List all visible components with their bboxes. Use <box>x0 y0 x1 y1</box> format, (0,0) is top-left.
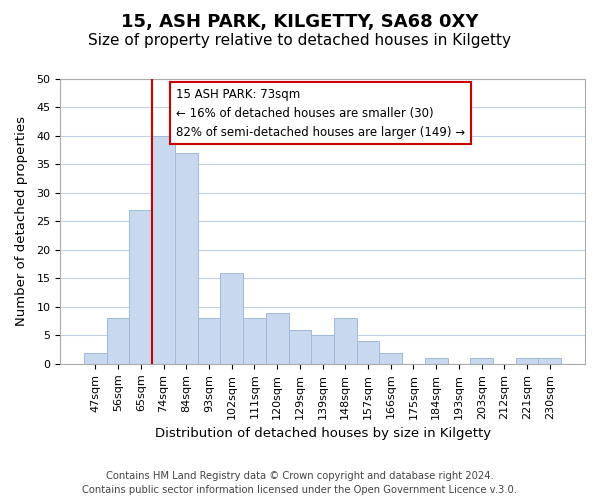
Bar <box>470 358 493 364</box>
Bar <box>334 318 356 364</box>
Text: Size of property relative to detached houses in Kilgetty: Size of property relative to detached ho… <box>89 32 511 48</box>
Bar <box>289 330 311 364</box>
Text: Contains HM Land Registry data © Crown copyright and database right 2024.
Contai: Contains HM Land Registry data © Crown c… <box>83 471 517 495</box>
Bar <box>311 336 334 364</box>
Bar <box>130 210 152 364</box>
Bar <box>243 318 266 364</box>
Bar <box>175 153 197 364</box>
Bar <box>266 312 289 364</box>
Text: 15, ASH PARK, KILGETTY, SA68 0XY: 15, ASH PARK, KILGETTY, SA68 0XY <box>121 12 479 30</box>
Bar <box>516 358 538 364</box>
Bar <box>197 318 220 364</box>
Bar <box>425 358 448 364</box>
Bar <box>84 352 107 364</box>
Bar <box>379 352 402 364</box>
Text: 15 ASH PARK: 73sqm
← 16% of detached houses are smaller (30)
82% of semi-detache: 15 ASH PARK: 73sqm ← 16% of detached hou… <box>176 88 465 138</box>
Bar <box>538 358 561 364</box>
Y-axis label: Number of detached properties: Number of detached properties <box>15 116 28 326</box>
Bar <box>152 136 175 364</box>
Bar <box>356 341 379 364</box>
X-axis label: Distribution of detached houses by size in Kilgetty: Distribution of detached houses by size … <box>155 427 491 440</box>
Bar <box>107 318 130 364</box>
Bar <box>220 273 243 364</box>
